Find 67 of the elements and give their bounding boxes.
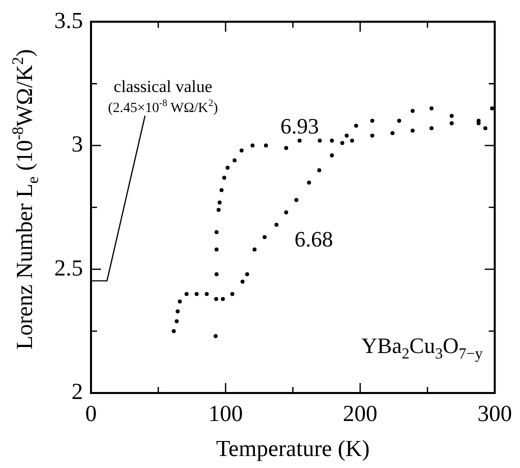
point: [307, 180, 312, 185]
point: [214, 230, 219, 234]
point: [390, 131, 394, 136]
x-tick-label: 200: [342, 400, 378, 426]
point: [490, 106, 494, 110]
point: [330, 138, 334, 143]
point: [174, 319, 179, 324]
point: [429, 106, 434, 110]
point: [220, 188, 224, 192]
point: [194, 292, 199, 296]
point: [218, 200, 222, 204]
point: [354, 124, 358, 128]
point: [317, 168, 322, 172]
series-label: 6.93: [280, 114, 319, 139]
point: [184, 292, 189, 296]
x-axis-title: Temperature (K): [216, 436, 370, 461]
point: [220, 296, 225, 301]
point: [214, 272, 219, 276]
point: [230, 292, 234, 296]
point: [350, 138, 354, 143]
x-tick-label: 300: [478, 400, 512, 426]
point: [176, 309, 180, 314]
point: [370, 118, 374, 123]
point: [222, 176, 226, 180]
point: [450, 121, 454, 126]
annotation: classical value: [114, 76, 212, 96]
point: [240, 148, 244, 152]
point: [330, 153, 334, 158]
point: [483, 126, 488, 130]
y-tick-label: 3: [72, 132, 83, 157]
y-axis-title: Lorenz Number Le (10-8WΩ/K2): [10, 49, 42, 350]
point: [240, 280, 245, 284]
point: [476, 121, 481, 126]
point: [274, 222, 278, 227]
x-tick-label: 100: [208, 400, 243, 426]
point: [232, 158, 237, 162]
point: [262, 235, 267, 240]
point: [370, 134, 374, 138]
point: [284, 146, 288, 150]
point: [214, 247, 219, 252]
y-tick-label: 2.5: [54, 255, 83, 280]
point: [178, 299, 182, 304]
point: [410, 108, 415, 113]
point: [252, 247, 257, 252]
series-label: 6.68: [294, 226, 333, 252]
point: [204, 292, 209, 296]
point: [294, 198, 298, 202]
point: [410, 128, 415, 133]
x-tick-label: 0: [85, 400, 97, 426]
point: [344, 134, 349, 138]
point: [214, 296, 218, 301]
point: [226, 166, 230, 170]
point: [318, 138, 322, 143]
point: [340, 141, 344, 146]
y-tick-label: 3.5: [54, 8, 83, 33]
point: [264, 144, 268, 148]
point: [298, 138, 302, 143]
point: [397, 118, 402, 123]
point: [216, 208, 221, 212]
point: [245, 272, 250, 276]
point: [214, 334, 218, 338]
point: [250, 144, 254, 148]
y-tick-label: 2: [72, 379, 83, 404]
point: [172, 329, 176, 334]
point: [429, 126, 434, 130]
point: [284, 210, 288, 214]
point: [450, 114, 454, 118]
